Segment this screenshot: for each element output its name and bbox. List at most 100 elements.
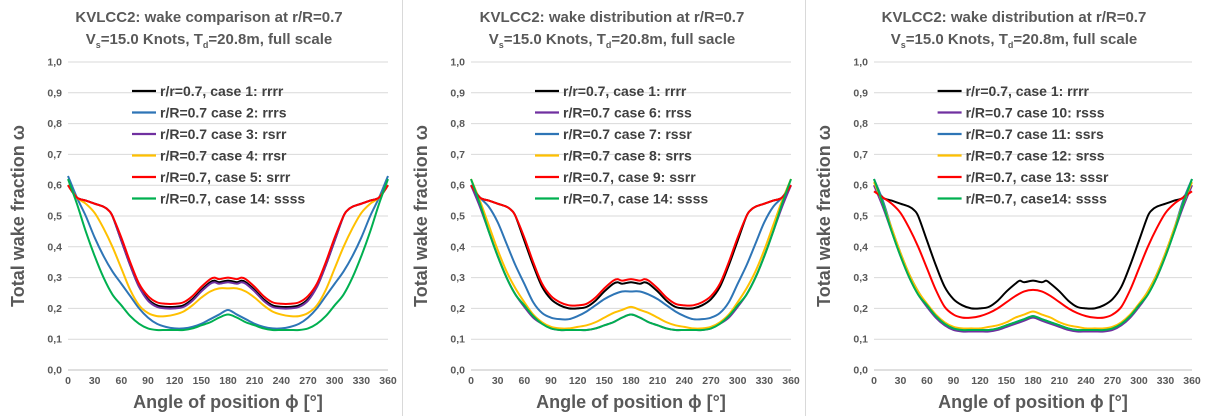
y-tick-label: 0,4 xyxy=(853,241,868,253)
x-tick-label: 30 xyxy=(89,375,101,387)
legend-entry: r/R=0.7, case 9: ssrr xyxy=(563,169,696,185)
y-tick-label: 0,3 xyxy=(47,272,62,284)
y-tick-label: 0,7 xyxy=(853,149,868,161)
y-tick-label: 0,7 xyxy=(47,149,62,161)
y-tick-label: 0,9 xyxy=(450,87,465,99)
y-tick-label: 0,5 xyxy=(47,211,62,223)
legend-entry: r/R=0.7, case 5: srrr xyxy=(160,169,291,185)
y-tick-label: 0,0 xyxy=(853,365,868,377)
x-tick-label: 120 xyxy=(569,375,587,387)
y-tick-label: 0,8 xyxy=(47,118,62,130)
chart-panel-2: KVLCC2: wake distribution at r/R=0.7 Vs=1… xyxy=(403,0,805,416)
y-tick-label: 0,0 xyxy=(450,365,465,377)
x-tick-label: 270 xyxy=(702,375,720,387)
x-tick-label: 0 xyxy=(65,375,71,387)
x-tick-label: 240 xyxy=(676,375,694,387)
x-axis-label: Angle of position ϕ [°] xyxy=(938,392,1128,412)
y-axis-label: Total wake fraction ω xyxy=(814,125,834,307)
y-tick-label: 0,9 xyxy=(853,87,868,99)
y-tick-label: 0,5 xyxy=(853,211,868,223)
series-line xyxy=(873,178,1193,332)
y-tick-label: 0,1 xyxy=(47,334,62,346)
legend-entry: r/R=0.7 case 7: rssr xyxy=(563,126,692,142)
chart-subtitle: Vs=15.0 Knots, Td=20.8m, full sacle xyxy=(489,31,735,50)
series-line xyxy=(470,184,792,321)
y-tick-label: 0,4 xyxy=(450,241,465,253)
series-line xyxy=(470,184,792,307)
x-tick-label: 150 xyxy=(193,375,211,387)
chart-subtitle: Vs=15.0 Knots, Td=20.8m, full scale xyxy=(891,31,1137,50)
series-line xyxy=(873,184,1193,310)
legend-entry: r/R=0.7 case 3: rsrr xyxy=(160,126,287,142)
legend-entry: r/R=0.7 case 4: rrsr xyxy=(160,148,287,164)
y-axis-label: Total wake fraction ω xyxy=(8,125,28,307)
x-tick-label: 60 xyxy=(518,375,530,387)
x-tick-label: 180 xyxy=(219,375,237,387)
x-tick-label: 120 xyxy=(166,375,184,387)
y-tick-label: 0,2 xyxy=(853,303,868,315)
chart-svg: KVLCC2: wake distribution at r/R=0.7 Vs=1… xyxy=(814,9,1201,412)
legend-entry: r/r=0.7, case 1: rrrr xyxy=(160,83,284,99)
x-tick-label: 270 xyxy=(1104,375,1122,387)
chart-panel-1: KVLCC2: wake comparison at r/R=0.7 Vs=15.… xyxy=(0,0,402,416)
y-axis-label: Total wake fraction ω xyxy=(411,125,431,307)
legend-entry: r/R=0.7, case14: ssss xyxy=(966,191,1107,207)
chart-title: KVLCC2: wake distribution at r/R=0.7 xyxy=(882,9,1147,26)
legend-entry: r/R=0.7 case 6: rrss xyxy=(563,105,692,121)
legend-entry: r/r=0.7, case 1: rrrr xyxy=(563,83,687,99)
x-axis-label: Angle of position ϕ [°] xyxy=(536,392,726,412)
x-tick-label: 330 xyxy=(756,375,774,387)
x-tick-label: 240 xyxy=(1077,375,1095,387)
y-tick-label: 1,0 xyxy=(47,57,62,69)
chart-svg: KVLCC2: wake distribution at r/R=0.7 Vs=1… xyxy=(411,9,800,412)
y-tick-label: 0,0 xyxy=(47,365,62,377)
legend-entry: r/R=0.7 case 12: srss xyxy=(966,148,1105,164)
y-tick-label: 0,1 xyxy=(853,334,868,346)
x-tick-label: 60 xyxy=(921,375,933,387)
x-tick-label: 360 xyxy=(379,375,397,387)
x-tick-label: 90 xyxy=(142,375,154,387)
x-tick-label: 90 xyxy=(545,375,557,387)
legend-entry: r/R=0.7, case 14: ssss xyxy=(160,191,305,207)
x-tick-label: 180 xyxy=(622,375,640,387)
y-tick-label: 0,5 xyxy=(450,211,465,223)
series-line xyxy=(67,184,389,318)
series-line xyxy=(67,175,389,330)
x-tick-label: 150 xyxy=(998,375,1016,387)
panel-divider xyxy=(402,0,403,416)
series-line xyxy=(873,190,1193,319)
x-tick-label: 30 xyxy=(895,375,907,387)
legend-entry: r/R=0.7, case 14: ssss xyxy=(563,191,708,207)
x-axis-label: Angle of position ϕ [°] xyxy=(133,392,323,412)
y-tick-label: 0,1 xyxy=(450,334,465,346)
legend-entry: r/R=0.7 case 8: srrs xyxy=(563,148,692,164)
x-tick-label: 300 xyxy=(326,375,344,387)
x-tick-label: 330 xyxy=(1157,375,1175,387)
y-tick-label: 0,6 xyxy=(47,180,62,192)
legend-entry: r/R=0.7 case 11: ssrs xyxy=(966,126,1104,142)
x-tick-label: 0 xyxy=(871,375,877,387)
legend-entry: r/R=0.7 case 10: rsss xyxy=(966,105,1105,121)
series-line xyxy=(873,184,1193,333)
y-tick-label: 0,6 xyxy=(450,180,465,192)
x-tick-label: 210 xyxy=(1051,375,1069,387)
y-tick-label: 0,9 xyxy=(47,87,62,99)
legend-entry: r/R=0.7, case 13: sssr xyxy=(966,169,1109,185)
legend-entry: r/R=0.7 case 2: rrrs xyxy=(160,105,287,121)
series-line xyxy=(67,184,389,305)
y-tick-label: 0,4 xyxy=(47,241,62,253)
x-tick-label: 0 xyxy=(468,375,474,387)
x-tick-label: 300 xyxy=(1130,375,1148,387)
x-tick-label: 30 xyxy=(492,375,504,387)
x-tick-label: 180 xyxy=(1024,375,1042,387)
x-tick-label: 240 xyxy=(273,375,291,387)
x-tick-label: 60 xyxy=(115,375,127,387)
legend-entry: r/r=0.7, case 1: rrrr xyxy=(966,83,1090,99)
x-tick-label: 90 xyxy=(948,375,960,387)
x-tick-label: 210 xyxy=(246,375,264,387)
y-tick-label: 1,0 xyxy=(450,57,465,69)
chart-svg: KVLCC2: wake comparison at r/R=0.7 Vs=15.… xyxy=(8,9,397,412)
x-tick-label: 270 xyxy=(299,375,317,387)
chart-panel-3: KVLCC2: wake distribution at r/R=0.7 Vs=1… xyxy=(806,0,1206,416)
